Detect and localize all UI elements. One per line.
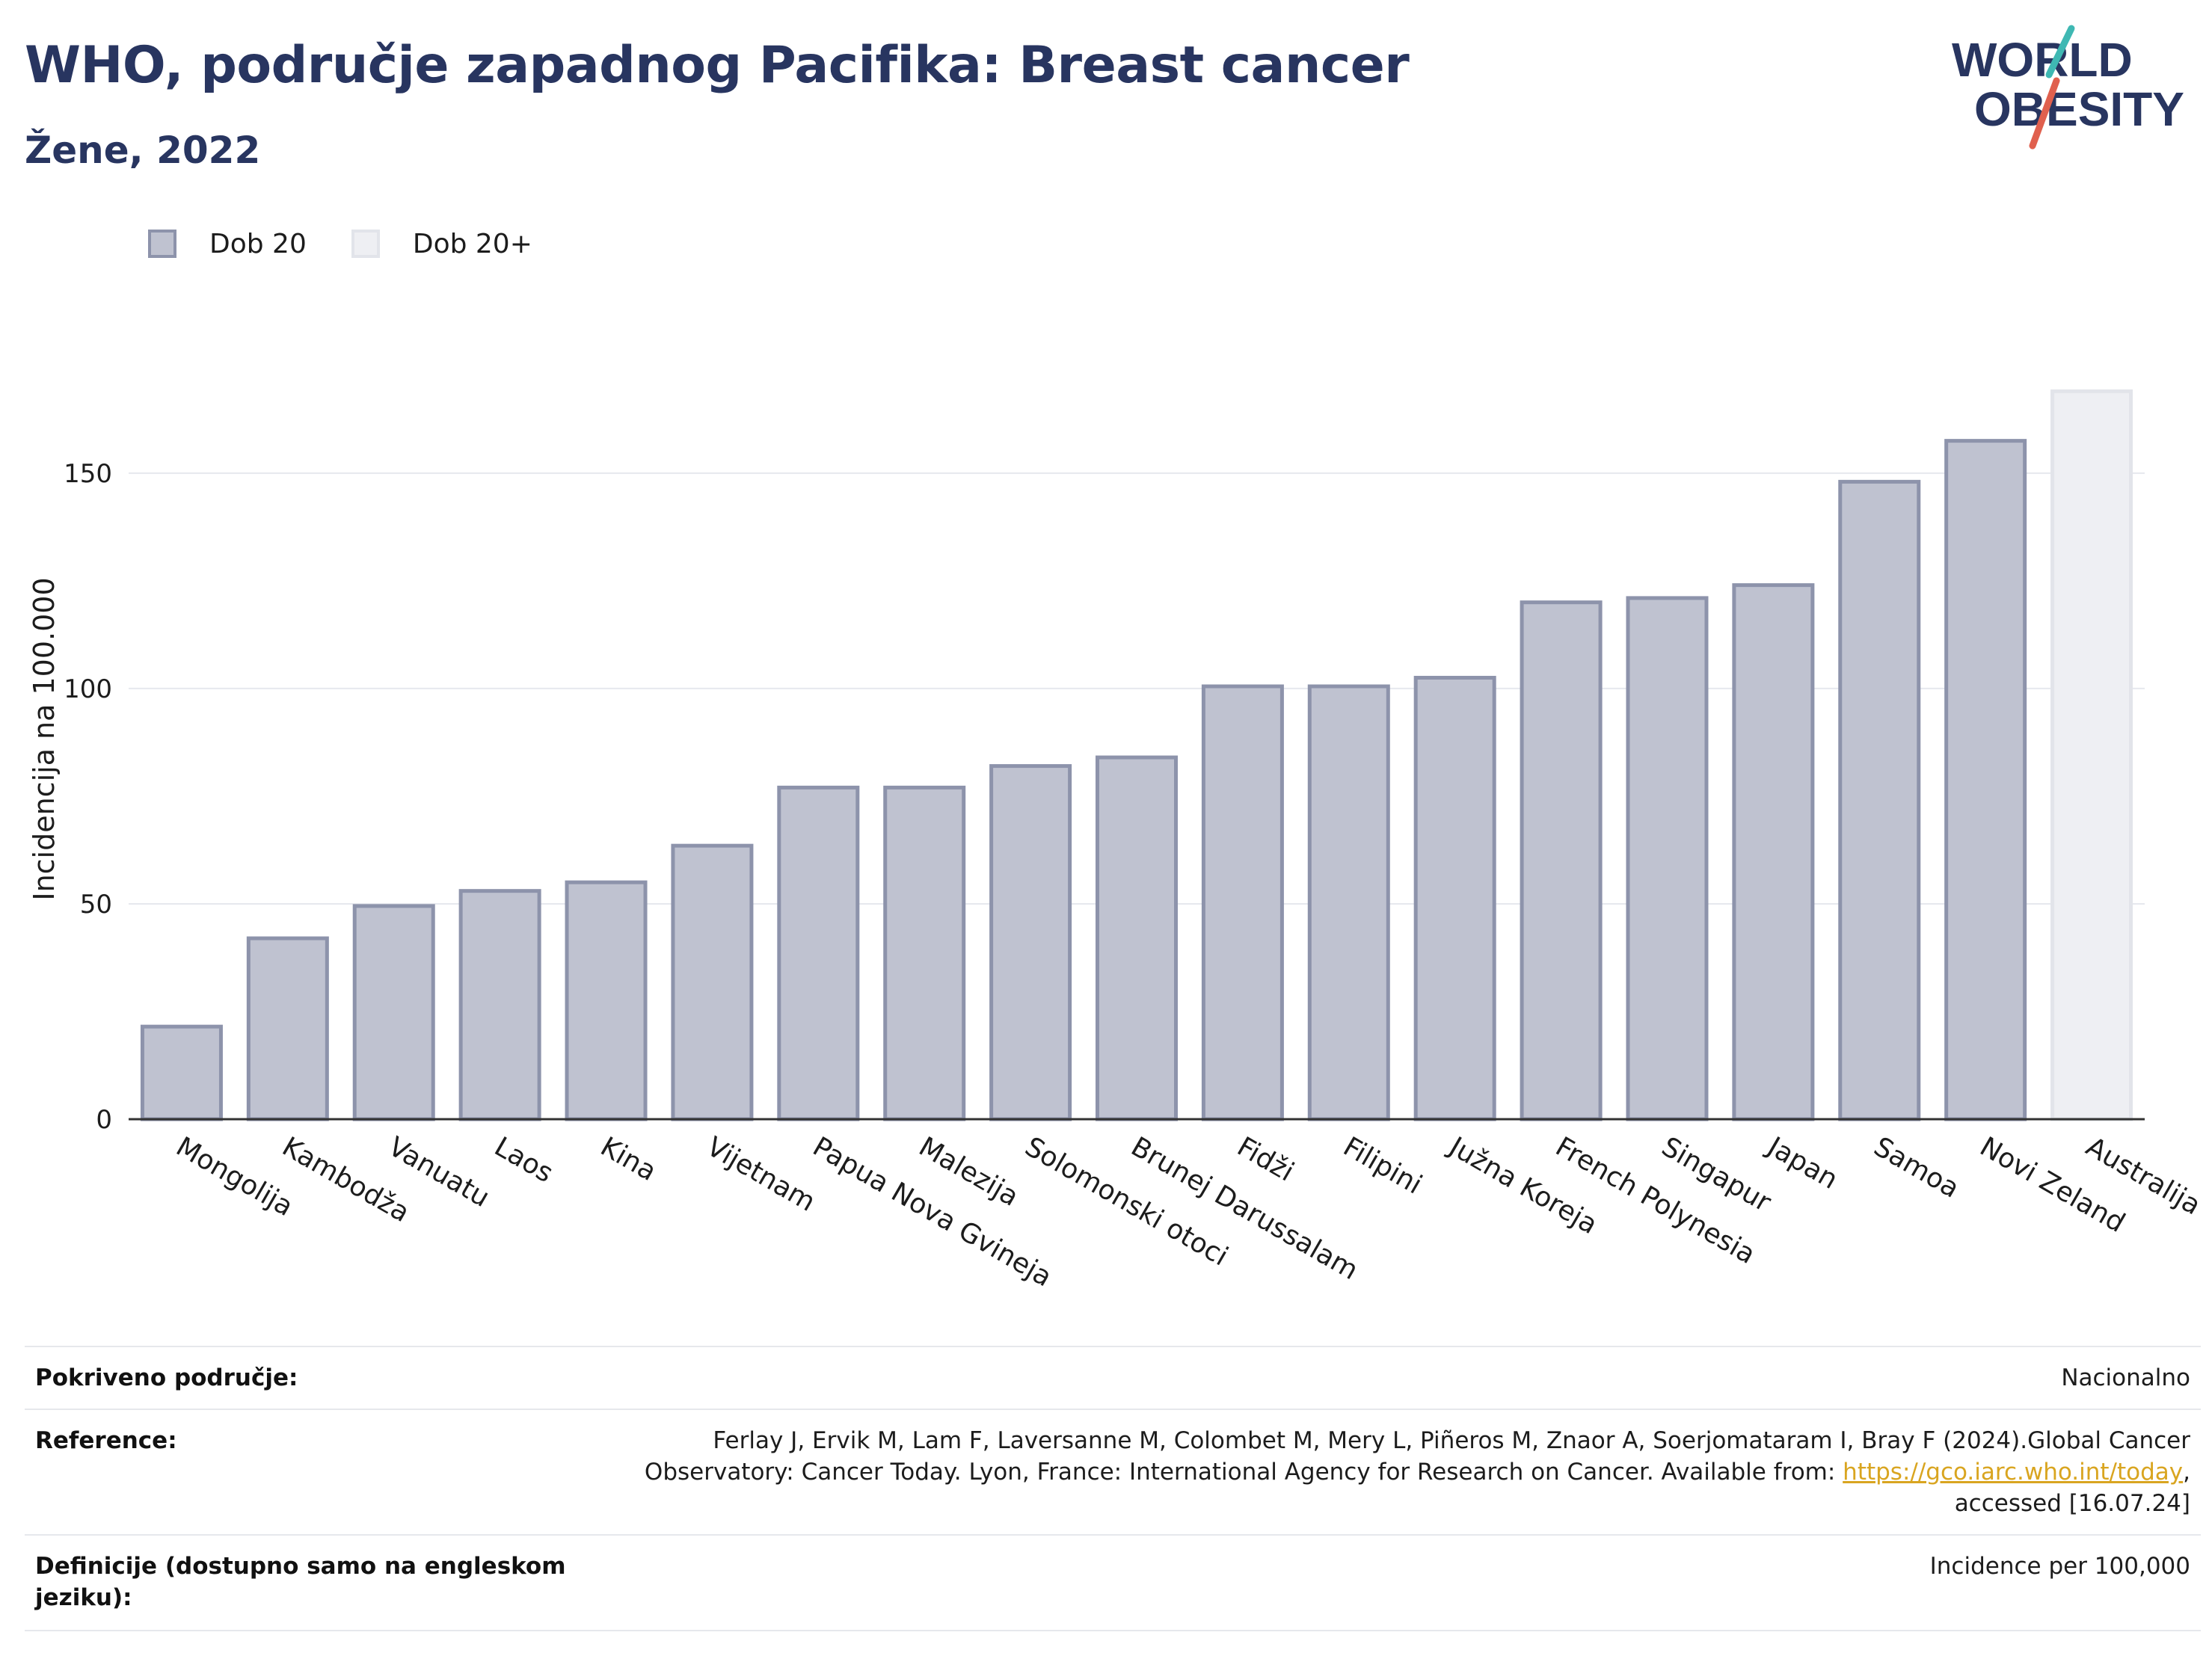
reference-line-3: accessed [16.07.24] — [1954, 1490, 2190, 1517]
logo-slash-teal — [2045, 25, 2075, 79]
x-tick-label: Laos — [489, 1131, 558, 1189]
definitions-key-line-2: jeziku): — [35, 1584, 132, 1611]
x-tick-label: Kina — [595, 1131, 661, 1187]
bar-kambodža[interactable] — [246, 936, 329, 1121]
x-tick-label: Samoa — [1869, 1131, 1964, 1204]
reference-line-2-end: , — [2183, 1459, 2190, 1486]
bar-filipini[interactable] — [1307, 684, 1390, 1121]
bar-novi-zeland[interactable] — [1944, 439, 2027, 1121]
bar-brunej-darussalam[interactable] — [1095, 755, 1179, 1121]
reference-link[interactable]: https://gco.iarc.who.int/today — [1843, 1459, 2184, 1486]
x-tick-label: Mongolija — [170, 1131, 298, 1222]
logo-text-world: WORLD — [1952, 33, 2133, 87]
x-tick-label: Filipini — [1338, 1131, 1427, 1200]
bar-vanuatu[interactable] — [352, 904, 435, 1121]
y-axis-label: Incidencija na 100.000 — [28, 577, 61, 900]
metadata-key-reference: Reference: — [35, 1427, 177, 1454]
bar-vijetnam[interactable] — [671, 843, 754, 1121]
legend-item-dob-20-plus[interactable]: Dob 20+ — [351, 229, 532, 259]
bar-japan[interactable] — [1732, 583, 1815, 1121]
metadata-table: Pokriveno područje: Nacionalno Reference… — [25, 1346, 2201, 1631]
bar-laos[interactable] — [458, 889, 541, 1121]
y-tick-label: 150 — [64, 459, 112, 489]
bar-južna-koreja[interactable] — [1413, 675, 1496, 1121]
metadata-key-coverage: Pokriveno područje: — [35, 1364, 298, 1391]
logo-slash-red — [2029, 77, 2060, 150]
bar-australija[interactable] — [2050, 389, 2133, 1121]
world-obesity-logo: WORLD OBESITY — [1952, 25, 2184, 150]
metadata-row-coverage: Pokriveno područje: Nacionalno — [25, 1347, 2201, 1410]
legend-swatch-dob-20-plus — [351, 230, 380, 258]
legend-swatch-dob-20 — [148, 230, 176, 258]
y-tick-label: 100 — [64, 674, 112, 704]
metadata-row-definitions: Definicije (dostupno samo na engleskom j… — [25, 1536, 2201, 1631]
reference-line-2-text: Observatory: Cancer Today. Lyon, France:… — [644, 1459, 1843, 1486]
reference-line-1: Ferlay J, Ervik M, Lam F, Laversanne M, … — [713, 1427, 2190, 1454]
bar-french-polynesia[interactable] — [1520, 600, 1603, 1121]
chart-title: WHO, područje zapadnog Pacifika: Breast … — [25, 36, 1410, 95]
y-tick-label: 50 — [80, 890, 112, 920]
chart-legend: Dob 20 Dob 20+ — [148, 223, 577, 265]
x-tick-label: Fidži — [1232, 1131, 1299, 1187]
x-tick-label: Vijetnam — [701, 1131, 820, 1218]
bar-singapur[interactable] — [1626, 596, 1709, 1121]
metadata-key-definitions: Definicije (dostupno samo na engleskom j… — [35, 1551, 566, 1613]
reference-line-2: Observatory: Cancer Today. Lyon, France:… — [645, 1456, 2190, 1488]
x-tick-label: Japan — [1761, 1130, 1843, 1195]
bar-chart: 0 50 100 150 Incidencija na 100.000 Mongolija… — [28, 389, 2206, 1293]
definitions-key-line-1: Definicije (dostupno samo na engleskom — [35, 1553, 566, 1580]
bar-papua-nova-gvineja[interactable] — [777, 785, 860, 1121]
legend-label-dob-20: Dob 20 — [209, 228, 307, 259]
bar-solomonski-otoci[interactable] — [989, 764, 1072, 1121]
metadata-value-reference: Ferlay J, Ervik M, Lam F, Laversanne M, … — [645, 1425, 2190, 1519]
bar-kina[interactable] — [565, 880, 648, 1121]
legend-label-dob-20-plus: Dob 20+ — [412, 228, 532, 259]
bar-samoa[interactable] — [1838, 479, 1921, 1121]
bar-malezija[interactable] — [883, 785, 966, 1121]
x-tick-label: Solomonski otoci — [1020, 1131, 1233, 1272]
legend-item-dob-20[interactable]: Dob 20 — [148, 229, 307, 259]
metadata-row-reference: Reference: Ferlay J, Ervik M, Lam F, Lav… — [25, 1410, 2201, 1536]
chart-subtitle: Žene, 2022 — [25, 129, 261, 172]
x-tick-label: French Polynesia — [1550, 1131, 1760, 1270]
y-tick-label: 0 — [96, 1105, 112, 1135]
bar-mongolija[interactable] — [140, 1024, 223, 1121]
bar-fidži[interactable] — [1201, 684, 1284, 1121]
logo-text-obesity: OBESITY — [1974, 82, 2184, 136]
metadata-value-coverage: Nacionalno — [2061, 1364, 2190, 1391]
metadata-value-definitions: Incidence per 100,000 — [1929, 1553, 2190, 1580]
